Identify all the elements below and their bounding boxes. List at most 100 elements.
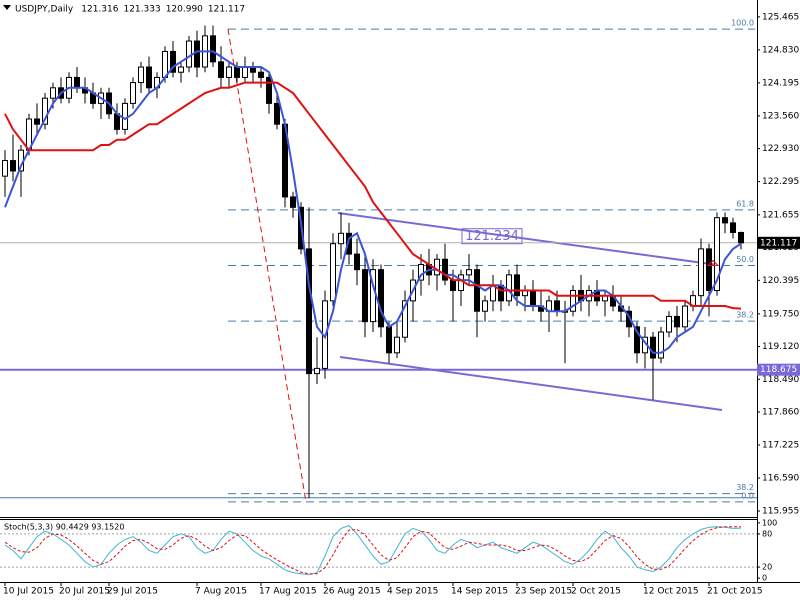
stoch-tick-label: 100 <box>762 518 777 527</box>
x-tick-label: 21 Oct 2015 <box>707 587 763 597</box>
x-tick-label: 7 Aug 2015 <box>195 587 247 597</box>
candle-body <box>130 82 136 104</box>
level-price-box <box>757 363 800 376</box>
candle-body <box>210 35 216 63</box>
x-tick-label: 10 Jul 2015 <box>3 587 54 597</box>
stoch-tick-label: 20 <box>762 563 772 572</box>
y-tick-label: 125.465 <box>762 12 799 22</box>
candle-body <box>314 367 320 375</box>
candle-body <box>242 66 248 78</box>
candle-body <box>178 66 184 73</box>
ohlc-value: 121.316 <box>81 5 118 15</box>
stoch-label: Stoch(5,3,3) 90.4429 93.1520 <box>4 523 124 532</box>
fib-label: 50.0 <box>736 255 754 264</box>
candle-body <box>394 336 400 354</box>
ohlc-value: 121.333 <box>123 5 160 15</box>
candle-body <box>530 289 536 307</box>
candle-body <box>570 289 576 312</box>
candle-body <box>650 336 656 359</box>
price-label-box <box>461 228 523 245</box>
candle-body <box>218 61 224 78</box>
y-tick-label: 122.295 <box>762 177 799 187</box>
y-tick-label: 115.955 <box>762 507 799 517</box>
stoch-main <box>4 525 742 576</box>
candle-body <box>466 269 472 276</box>
channel-upper <box>337 212 719 266</box>
menu-icon <box>3 5 11 10</box>
x-tick-label: 17 Aug 2015 <box>259 587 317 597</box>
candle-body <box>274 102 280 125</box>
candle-body <box>346 232 352 255</box>
stoch-signal <box>4 526 741 575</box>
y-tick-label: 119.750 <box>762 309 799 319</box>
x-tick-label: 12 Oct 2015 <box>643 587 699 597</box>
candle-body <box>354 253 360 271</box>
candle-body <box>378 269 384 328</box>
candle-body <box>714 217 720 291</box>
fib-label: 100.0 <box>731 19 754 28</box>
y-tick-label: 118.490 <box>762 375 799 385</box>
fib-label: 38.2 <box>736 311 754 320</box>
x-tick-label: 20 Jul 2015 <box>59 587 110 597</box>
x-tick-label: 14 Sep 2015 <box>451 587 508 597</box>
candle-body <box>362 269 368 323</box>
y-tick-label: 124.830 <box>762 45 799 55</box>
candle-body <box>634 326 640 354</box>
candle-body <box>666 315 672 333</box>
candle-body <box>442 258 448 281</box>
candle-body <box>474 269 480 312</box>
fib-label: 0.0 <box>741 491 754 500</box>
candle-body <box>386 326 392 354</box>
chart-title: USDJPY,Daily <box>15 5 74 15</box>
y-tick-label: 122.930 <box>762 144 799 154</box>
candle-body <box>42 97 48 125</box>
candle-body <box>450 279 456 291</box>
y-tick-label: 124.195 <box>762 78 799 88</box>
candle-body <box>258 71 264 78</box>
candle-body <box>506 274 512 302</box>
x-tick-label: 23 Sep 2015 <box>515 587 572 597</box>
candle-body <box>514 274 520 297</box>
candle-body <box>50 87 56 99</box>
candle-body <box>186 40 192 68</box>
moving-average <box>4 50 742 354</box>
candle-body <box>730 222 736 233</box>
candle-body <box>658 331 664 359</box>
candle-body <box>554 300 560 312</box>
fib-label: 38.2 <box>736 483 754 492</box>
x-tick-label: 29 Jul 2015 <box>107 587 158 597</box>
price-label: 121.234 <box>465 229 519 244</box>
candle-body <box>170 50 176 73</box>
stoch-tick-label: 80 <box>762 529 772 538</box>
ohlc-value: 120.990 <box>166 5 203 15</box>
fib-label: 61.8 <box>736 199 754 208</box>
candle-body <box>146 66 152 89</box>
candle-body <box>290 196 296 208</box>
y-tick-label: 116.590 <box>762 474 799 484</box>
candle-body <box>234 66 240 78</box>
candle-body <box>10 160 16 172</box>
candle-body <box>122 102 128 130</box>
current-price-label: 121.117 <box>760 238 797 248</box>
arrow-marker <box>706 259 720 267</box>
x-tick-label: 4 Sep 2015 <box>387 587 438 597</box>
candle-body <box>74 76 80 89</box>
x-tick-label: 26 Aug 2015 <box>323 587 381 597</box>
candle-body <box>434 258 440 276</box>
x-tick-label: 2 Oct 2015 <box>571 587 621 597</box>
candle-body <box>722 217 728 224</box>
channel-lower <box>339 355 723 411</box>
candle-body <box>738 231 744 244</box>
candle-body <box>226 66 232 78</box>
candle-body <box>482 300 488 312</box>
y-tick-label: 120.395 <box>762 276 799 286</box>
ohlc-value: 121.117 <box>208 5 245 15</box>
y-tick-label: 121.655 <box>762 210 799 220</box>
candle-body <box>698 248 704 297</box>
candle-body <box>266 76 272 104</box>
candle-body <box>138 66 144 84</box>
candle-body <box>402 300 408 338</box>
candle-body <box>626 310 632 328</box>
y-tick-label: 117.225 <box>762 441 799 451</box>
